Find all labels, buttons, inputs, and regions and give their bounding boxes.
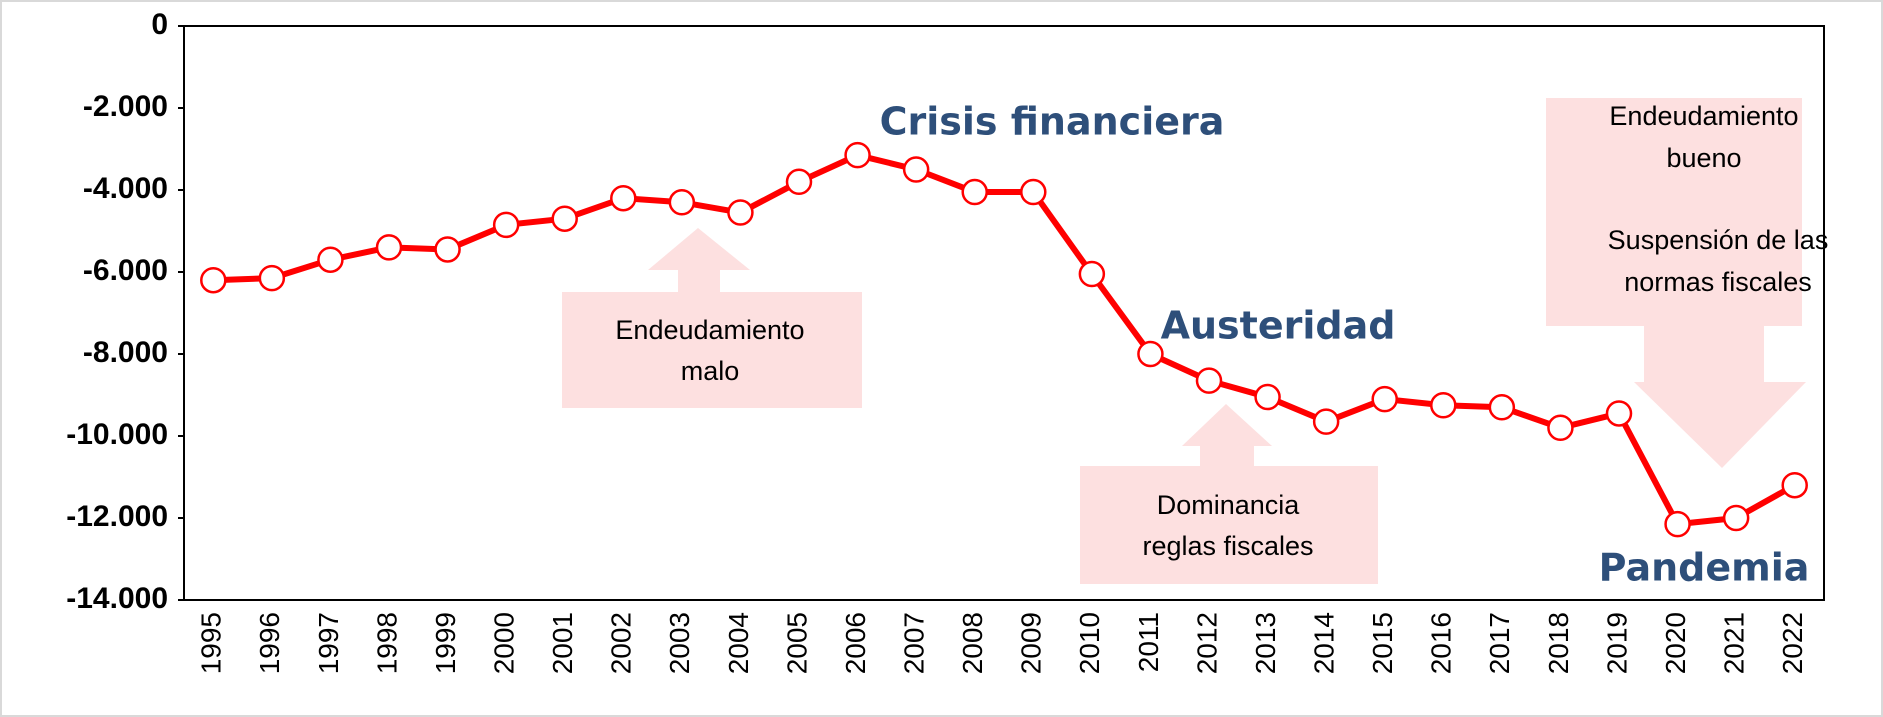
arrow-head — [1182, 404, 1272, 446]
box-good-debt — [1546, 98, 1802, 326]
x-tick-label: 1996 — [254, 612, 285, 674]
annotation: Crisis financiera — [880, 100, 1225, 144]
box-text: Dominancia — [1157, 490, 1301, 520]
arrow-stem — [1644, 324, 1764, 384]
line — [213, 152, 1797, 528]
x-tick-label: 2006 — [840, 612, 871, 674]
x-tick-label: 2013 — [1250, 612, 1281, 674]
x-tick-label: 1998 — [371, 612, 402, 674]
x-tick-label: 1997 — [313, 612, 344, 674]
arrow-stem — [678, 268, 720, 294]
marker — [785, 168, 813, 196]
marker — [1195, 367, 1223, 394]
y-tick-label: -2.000 — [83, 90, 168, 123]
y-tick-label: -4.000 — [83, 172, 168, 205]
box-fiscal-rules — [1080, 466, 1378, 584]
arrow-head — [1634, 382, 1806, 468]
marker — [610, 184, 637, 212]
box-bad-debt — [562, 292, 862, 408]
x-tick-label: 2021 — [1719, 612, 1750, 674]
marker — [200, 266, 227, 294]
x-tick-label: 2001 — [547, 612, 578, 674]
arrow-head — [648, 228, 750, 270]
marker — [1430, 392, 1457, 419]
marker — [961, 178, 988, 206]
marker — [551, 205, 578, 232]
marker — [434, 236, 461, 263]
marker — [375, 234, 403, 261]
y-tick-label: -8.000 — [83, 336, 168, 369]
marker — [1137, 340, 1164, 368]
marker — [844, 141, 871, 169]
annotation: Pandemia — [1599, 546, 1810, 590]
x-tick-label: 1999 — [430, 612, 461, 674]
x-tick-label: 2020 — [1660, 612, 1691, 674]
marker — [492, 211, 520, 239]
x-tick-label: 2015 — [1367, 612, 1398, 674]
x-tick-label: 2008 — [957, 612, 988, 674]
marker — [727, 199, 754, 226]
marker — [1312, 408, 1340, 435]
y-tick-label: -10.000 — [66, 418, 168, 451]
x-tick-label: 2018 — [1543, 612, 1574, 674]
box-text: normas fiscales — [1624, 267, 1812, 297]
x-tick-label: 2005 — [781, 612, 812, 674]
x-tick-label: 2019 — [1601, 612, 1632, 674]
x-tick-label: 2011 — [1133, 612, 1164, 672]
marker — [902, 156, 930, 183]
annotation: Austeridad — [1161, 304, 1396, 348]
marker — [258, 264, 286, 292]
x-tick-label: 2017 — [1484, 612, 1515, 674]
marker — [1664, 510, 1691, 538]
x-tick-label: 2004 — [723, 612, 754, 674]
x-tick-label: 2003 — [664, 612, 695, 674]
x-tick-label: 1995 — [196, 612, 227, 674]
marker — [1547, 414, 1574, 442]
x-tick-label: 2014 — [1309, 612, 1340, 674]
y-tick-label: -12.000 — [66, 500, 168, 533]
x-tick-label: 2012 — [1191, 612, 1222, 674]
plot-area — [183, 25, 1825, 601]
y-tick-label: -14.000 — [66, 582, 168, 615]
marker — [1722, 504, 1750, 532]
box-text: bueno — [1666, 143, 1741, 173]
x-tick-label: 2000 — [489, 612, 520, 674]
x-tick-label: 2002 — [606, 612, 637, 674]
box-text: Endeudamiento — [1609, 101, 1798, 131]
marker — [1020, 178, 1047, 206]
x-tick-label: 2009 — [1016, 612, 1047, 674]
x-tick-label: 2022 — [1777, 612, 1808, 674]
y-tick-label: 0 — [151, 8, 168, 41]
marker — [1254, 383, 1281, 411]
marker — [1488, 394, 1516, 421]
marker — [668, 189, 696, 216]
x-tick-label: 2016 — [1426, 612, 1457, 674]
y-tick-label: -6.000 — [83, 254, 168, 287]
x-tick-label: 2007 — [899, 612, 930, 674]
arrow-boxes — [562, 98, 1806, 584]
marker — [1371, 385, 1398, 413]
marker — [1078, 260, 1106, 288]
box-text: Endeudamiento — [615, 315, 804, 345]
box-text: malo — [681, 356, 740, 386]
box-text: Suspensión de las — [1608, 225, 1829, 255]
marker — [317, 246, 344, 273]
arrow-stem — [1200, 444, 1254, 468]
x-tick-label: 2010 — [1074, 612, 1105, 674]
marker — [1781, 471, 1808, 499]
box-text: reglas fiscales — [1142, 531, 1313, 561]
marker — [1605, 400, 1633, 427]
